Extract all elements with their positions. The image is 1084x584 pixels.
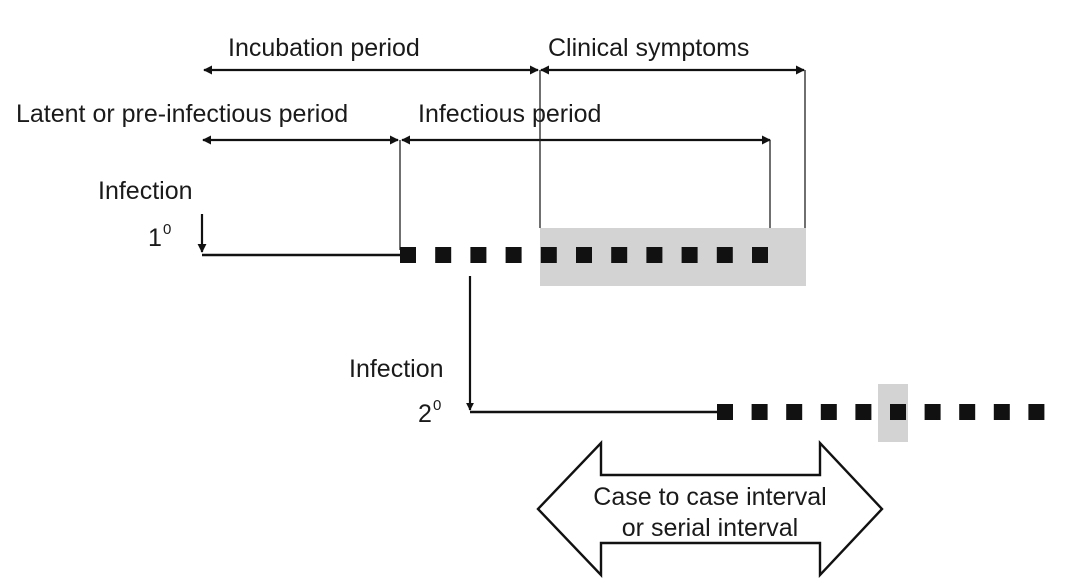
infectious-segment-square [752, 247, 768, 263]
infectious-segment-square [820, 404, 837, 420]
infectious-segment-square [855, 404, 872, 420]
infectious-segment-square [505, 247, 522, 263]
primary-infection-superscript: 0 [163, 221, 171, 238]
latent-period-label: Latent or pre-infectious period [16, 100, 348, 128]
secondary-infectious-timeline [717, 404, 1045, 420]
infectious-segment-square [717, 404, 733, 420]
infectious-period-label: Infectious period [418, 100, 601, 128]
secondary-infection-label: Infection [349, 355, 444, 383]
infectious-segment-square [435, 247, 452, 263]
infectious-segment-square [959, 404, 976, 420]
infectious-segment-square [681, 247, 698, 263]
incubation-period-label: Incubation period [228, 34, 420, 62]
infectious-segment-square [470, 247, 487, 263]
serial-interval-label-line1: Case to case interval [593, 483, 826, 511]
primary-infectious-timeline [400, 247, 768, 263]
infectious-segment-square [890, 404, 906, 420]
infectious-segment-square [751, 404, 768, 420]
infectious-segment-square [993, 404, 1010, 420]
infectious-segment-square [646, 247, 663, 263]
infectious-segment-square [786, 404, 803, 420]
infectious-segment-square [716, 247, 733, 263]
infectious-segment-square [540, 247, 557, 263]
clinical-symptoms-label: Clinical symptoms [548, 34, 749, 62]
infectious-segment-square [400, 247, 416, 263]
serial-interval-double-arrow [536, 439, 884, 579]
infectious-segment-square [611, 247, 628, 263]
secondary-infection-superscript: 0 [433, 397, 441, 414]
secondary-infection-number: 2 [418, 400, 432, 428]
serial-interval-label-line2: or serial interval [622, 514, 798, 542]
infectious-segment-square [576, 247, 592, 263]
primary-infection-number: 1 [148, 224, 162, 252]
infectious-segment-square [1028, 404, 1045, 420]
primary-infection-label: Infection [98, 177, 193, 205]
infectious-segment-square [924, 404, 941, 420]
